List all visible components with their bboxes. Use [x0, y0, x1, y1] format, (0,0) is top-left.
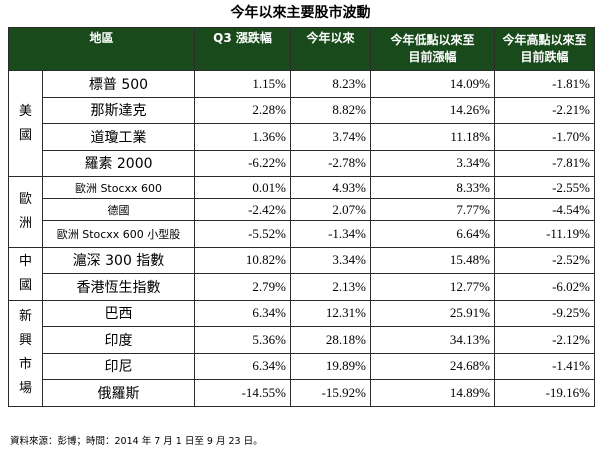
from-high-cell: -7.81%: [494, 149, 596, 177]
q3-change-cell: 6.34%: [194, 299, 292, 327]
q3-change-cell: 2.28%: [194, 96, 292, 124]
from-high-cell: -1.70%: [494, 123, 596, 151]
table-row: 美國標普 500 1.15% 8.23% 14.09% -1.81%: [8, 70, 596, 177]
header-from-low: 今年低點以來至 目前漲幅: [370, 27, 496, 71]
from-low-cell: 34.13%: [370, 326, 496, 354]
table-row: 那斯達克 2.28% 8.82% 14.26% -2.21%: [9, 96, 596, 124]
region-group-label: 新興市場: [8, 299, 43, 407]
q3-change-cell: 10.82%: [194, 246, 292, 274]
index-name-cell: 羅素 2000: [41, 149, 196, 177]
from-low-cell: 7.77%: [370, 198, 496, 221]
from-high-cell: -19.16%: [494, 379, 596, 407]
table-body: 美國標普 500 1.15% 8.23% 14.09% -1.81% 那斯達克 2.28% 8…: [8, 70, 596, 407]
from-high-cell: -1.81%: [494, 70, 596, 98]
index-name-cell: 俄羅斯: [41, 379, 196, 407]
region-group-label: 美國: [8, 70, 43, 177]
index-name-cell: 那斯達克: [41, 96, 196, 124]
from-low-cell: 25.91%: [370, 299, 496, 327]
ytd-change-cell: 2.13%: [290, 273, 372, 301]
from-high-cell: -11.19%: [494, 220, 596, 248]
ytd-change-cell: -2.78%: [290, 149, 372, 177]
index-name-cell: 德國: [41, 198, 196, 221]
table-row: 印度 5.36% 28.18% 34.13% -2.12%: [9, 326, 596, 354]
market-table-container: 地區 Q3 漲跌幅 今年以來 今年低點以來至 目前漲幅 今年高點以來至 目前跌幅 美…: [7, 27, 596, 407]
from-high-cell: -2.55%: [494, 176, 596, 199]
table-row: 中國滬深 300 指數 10.82% 3.34% 15.48% -2.52%: [8, 246, 596, 301]
index-name-cell: 印尼: [41, 352, 196, 380]
from-low-cell: 14.09%: [370, 70, 496, 98]
from-high-cell: -2.21%: [494, 96, 596, 124]
q3-change-cell: 1.15%: [194, 70, 292, 98]
ytd-change-cell: -15.92%: [290, 379, 372, 407]
from-low-cell: 8.33%: [370, 176, 496, 199]
from-low-cell: 12.77%: [370, 273, 496, 301]
index-name-cell: 印度: [41, 326, 196, 354]
ytd-change-cell: 3.74%: [290, 123, 372, 151]
from-high-cell: -9.25%: [494, 299, 596, 327]
from-low-cell: 14.89%: [370, 379, 496, 407]
q3-change-cell: 5.36%: [194, 326, 292, 354]
ytd-change-cell: 3.34%: [290, 246, 372, 274]
from-high-cell: -2.52%: [494, 246, 596, 274]
index-name-cell: 歐洲 Stocxx 600 小型股: [41, 220, 196, 248]
market-table: 地區 Q3 漲跌幅 今年以來 今年低點以來至 目前漲幅 今年高點以來至 目前跌幅 美…: [7, 27, 596, 407]
table-row: 印尼 6.34% 19.89% 24.68% -1.41%: [9, 352, 596, 380]
header-from-high: 今年高點以來至 目前跌幅: [494, 27, 596, 71]
from-low-cell: 24.68%: [370, 352, 496, 380]
index-name-cell: 巴西: [41, 299, 196, 327]
ytd-change-cell: 8.82%: [290, 96, 372, 124]
q3-change-cell: 2.79%: [194, 273, 292, 301]
table-row: 道瓊工業 1.36% 3.74% 11.18% -1.70%: [9, 123, 596, 151]
index-name-cell: 歐洲 Stocxx 600: [41, 176, 196, 199]
header-ytd: 今年以來: [290, 27, 372, 71]
table-row: 羅素 2000 -6.22% -2.78% 3.34% -7.81%: [9, 149, 596, 177]
from-high-cell: -6.02%: [494, 273, 596, 301]
header-q3: Q3 漲跌幅: [194, 27, 292, 71]
from-low-cell: 15.48%: [370, 246, 496, 274]
from-high-cell: -2.12%: [494, 326, 596, 354]
from-high-cell: -1.41%: [494, 352, 596, 380]
q3-change-cell: -2.42%: [194, 198, 292, 221]
region-group-label: 中國: [8, 246, 43, 301]
q3-change-cell: -6.22%: [194, 149, 292, 177]
ytd-change-cell: 19.89%: [290, 352, 372, 380]
index-name-cell: 標普 500: [41, 70, 196, 98]
ytd-change-cell: 4.93%: [290, 176, 372, 199]
table-row: 新興市場巴西 6.34% 12.31% 25.91% -9.25%: [8, 299, 596, 407]
table-row: 歐洲 Stocxx 600 小型股 -5.52% -1.34% 6.64% -11.19…: [9, 220, 596, 248]
from-low-cell: 14.26%: [370, 96, 496, 124]
ytd-change-cell: 28.18%: [290, 326, 372, 354]
region-group-label: 歐洲: [8, 176, 43, 248]
header-row: 地區 Q3 漲跌幅 今年以來 今年低點以來至 目前漲幅 今年高點以來至 目前跌幅: [7, 27, 596, 71]
ytd-change-cell: -1.34%: [290, 220, 372, 248]
table-row: 俄羅斯 -14.55% -15.92% 14.89% -19.16%: [9, 379, 596, 407]
header-region: 地區: [7, 27, 196, 71]
index-name-cell: 香港恆生指數: [41, 273, 196, 301]
page-title: 今年以來主要股市波動: [230, 5, 371, 21]
index-name-cell: 道瓊工業: [41, 123, 196, 151]
table-row: 德國 -2.42% 2.07% 7.77% -4.54%: [9, 198, 596, 221]
table-row: 歐洲歐洲 Stocxx 600 0.01% 4.93% 8.33% -2.55%: [8, 176, 596, 248]
ytd-change-cell: 2.07%: [290, 198, 372, 221]
q3-change-cell: -14.55%: [194, 379, 292, 407]
from-high-cell: -4.54%: [494, 198, 596, 221]
from-low-cell: 3.34%: [370, 149, 496, 177]
ytd-change-cell: 12.31%: [290, 299, 372, 327]
q3-change-cell: 1.36%: [194, 123, 292, 151]
from-low-cell: 6.64%: [370, 220, 496, 248]
from-low-cell: 11.18%: [370, 123, 496, 151]
ytd-change-cell: 8.23%: [290, 70, 372, 98]
q3-change-cell: 0.01%: [194, 176, 292, 199]
q3-change-cell: 6.34%: [194, 352, 292, 380]
table-row: 香港恆生指數 2.79% 2.13% 12.77% -6.02%: [9, 273, 596, 301]
q3-change-cell: -5.52%: [194, 220, 292, 248]
index-name-cell: 滬深 300 指數: [41, 246, 196, 274]
source-note: 資料來源：彭博；時間：2014 年 7 月 1 日至 9 月 23 日。: [10, 436, 263, 447]
